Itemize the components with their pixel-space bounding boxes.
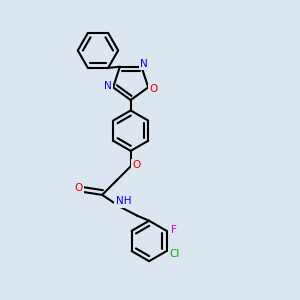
Text: N: N — [140, 59, 148, 69]
Text: Cl: Cl — [170, 249, 180, 259]
Text: O: O — [133, 160, 141, 170]
Text: O: O — [74, 183, 83, 193]
Text: N: N — [104, 81, 112, 91]
Text: NH: NH — [116, 196, 131, 206]
Text: O: O — [149, 84, 158, 94]
Text: F: F — [171, 225, 177, 235]
